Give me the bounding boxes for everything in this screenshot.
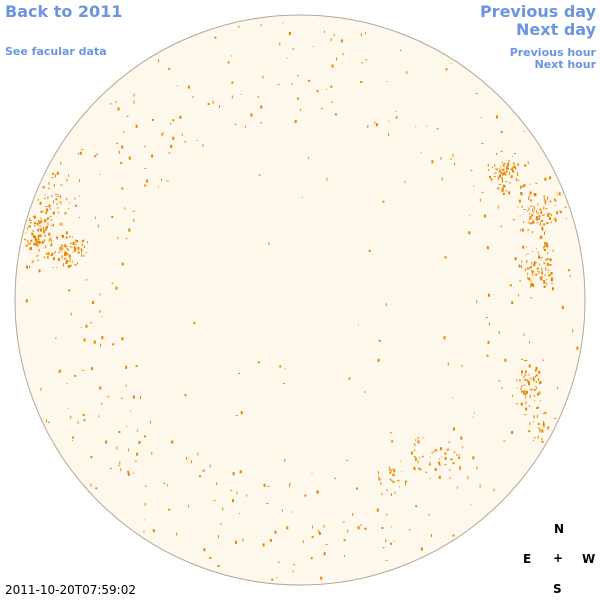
observation-timestamp: 2011-10-20T07:59:02	[5, 583, 136, 597]
compass-north: N	[554, 522, 565, 536]
solar-disk	[14, 14, 586, 586]
next-day-link[interactable]: Next day	[516, 20, 596, 39]
previous-day-link[interactable]: Previous day	[479, 2, 596, 21]
facular-data-link[interactable]: See facular data	[5, 45, 107, 58]
compass-west: W	[582, 552, 596, 566]
back-to-year-link[interactable]: Back to 2011	[5, 2, 123, 21]
next-hour-link[interactable]: Next hour	[534, 58, 597, 71]
compass-center: +	[553, 551, 564, 565]
previous-hour-link[interactable]: Previous hour	[509, 46, 596, 59]
compass-south: S	[553, 582, 562, 596]
facular-features	[24, 22, 579, 581]
compass-east: E	[523, 552, 532, 566]
